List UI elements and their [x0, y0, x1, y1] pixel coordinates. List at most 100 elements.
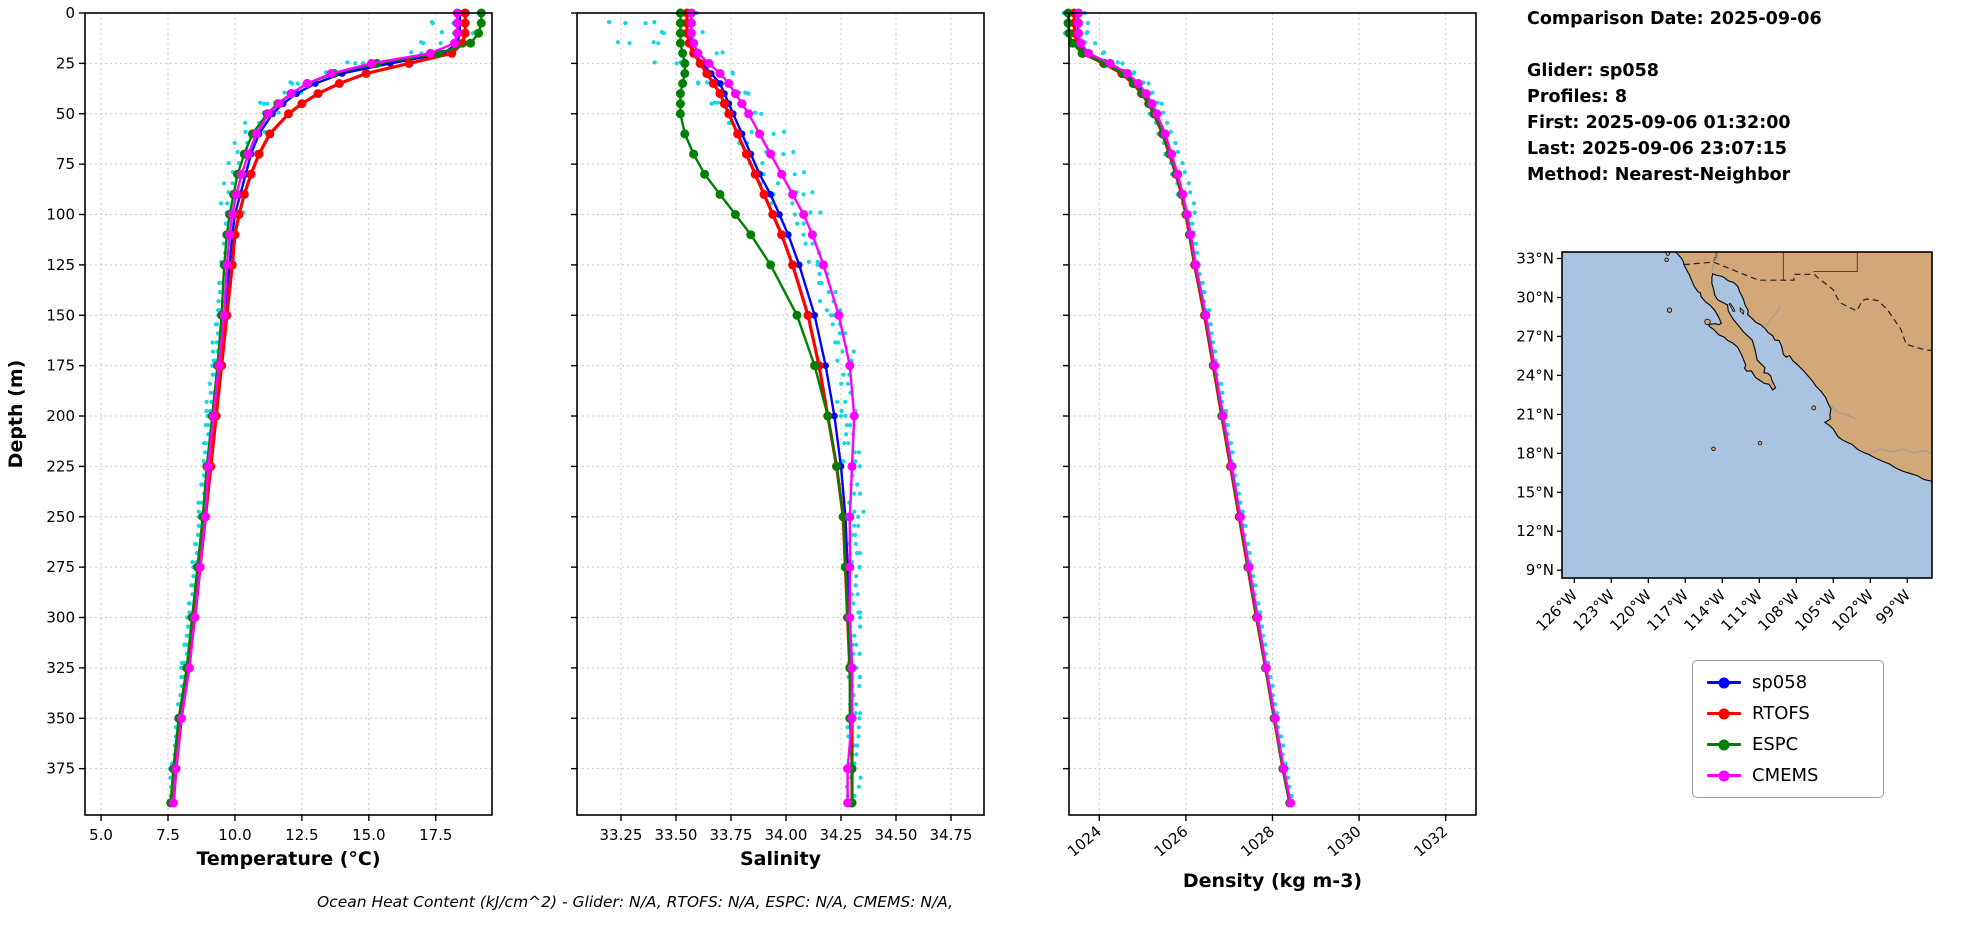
legend-label: ESPC — [1752, 734, 1799, 755]
map-lat-tick: 30°N — [1516, 289, 1554, 307]
temperature-plot: 5.0 7.5 10.0 12.5 15.0 17.5 0 25 50 75 100 125 150 17… — [46, 4, 493, 870]
map-lat-tick: 33°N — [1516, 250, 1554, 268]
svg-text:12.5: 12.5 — [285, 826, 318, 844]
legend-item: sp058 — [1707, 672, 1869, 693]
state-border — [1713, 252, 1717, 263]
series-CMEMS — [1074, 8, 1296, 808]
svg-text:1032: 1032 — [1410, 822, 1451, 860]
svg-text:225: 225 — [46, 457, 75, 475]
river — [1829, 405, 1856, 420]
svg-text:10.0: 10.0 — [218, 826, 251, 844]
series-sp058 — [1074, 9, 1294, 807]
last-profile-time: Last: 2025-09-06 23:07:15 — [1527, 139, 1787, 159]
series-ESPC — [1063, 8, 1295, 808]
svg-text:33.25: 33.25 — [600, 826, 643, 844]
svg-text:1030: 1030 — [1324, 822, 1365, 860]
map-lat-tick: 18°N — [1516, 444, 1554, 462]
depth-axis-label: Depth (m) — [5, 360, 27, 469]
legend-label: sp058 — [1752, 672, 1808, 693]
island — [1704, 318, 1711, 326]
series-sp058 — [688, 9, 856, 807]
info-block: Comparison Date: 2025-09-06 Glider: sp05… — [1527, 6, 1822, 188]
legend-marker-icon — [1707, 739, 1741, 750]
comparison-date: Comparison Date: 2025-09-06 — [1527, 9, 1822, 29]
river — [1868, 448, 1932, 455]
legend-label: RTOFS — [1752, 703, 1810, 724]
svg-text:1026: 1026 — [1151, 822, 1192, 860]
legend-item: ESPC — [1707, 734, 1869, 755]
svg-text:33.75: 33.75 — [710, 826, 753, 844]
island — [1739, 306, 1745, 315]
svg-text:34.25: 34.25 — [820, 826, 863, 844]
us-mexico-border — [1683, 261, 1932, 352]
svg-text:1024: 1024 — [1064, 822, 1105, 860]
series-CMEMS — [686, 8, 859, 808]
info-spacer — [1527, 32, 1822, 58]
svg-text:200: 200 — [46, 407, 75, 425]
legend-item: CMEMS — [1707, 765, 1869, 786]
land-polygon — [1674, 252, 1932, 482]
series-RTOFS — [682, 8, 857, 808]
series-RTOFS — [1069, 8, 1295, 808]
svg-text:50: 50 — [56, 105, 75, 123]
island — [1664, 257, 1669, 262]
svg-text:375: 375 — [46, 760, 75, 778]
map-lat-tick: 9°N — [1526, 561, 1554, 579]
legend-item: RTOFS — [1707, 703, 1869, 724]
temperature-axis-label: Temperature (°C) — [196, 848, 380, 870]
svg-text:175: 175 — [46, 357, 75, 375]
ohc-caption: Ocean Heat Content (kJ/cm^2) - Glider: N… — [316, 893, 954, 911]
svg-text:150: 150 — [46, 306, 75, 324]
svg-text:34.50: 34.50 — [875, 826, 918, 844]
map-lat-tick: 15°N — [1516, 483, 1554, 501]
salinity-plot: 33.25 33.50 33.75 34.00 34.25 34.50 34.75 Salin… — [571, 8, 985, 870]
svg-text:0: 0 — [65, 4, 75, 22]
legend-marker-icon — [1707, 770, 1741, 781]
salinity-axis-label: Salinity — [740, 848, 822, 870]
svg-text:25: 25 — [56, 54, 75, 72]
svg-text:5.0: 5.0 — [89, 826, 113, 844]
river — [1711, 252, 1719, 274]
profiles-count: Profiles: 8 — [1527, 87, 1628, 107]
svg-text:1028: 1028 — [1237, 822, 1278, 860]
svg-text:300: 300 — [46, 609, 75, 627]
svg-text:75: 75 — [56, 155, 75, 173]
svg-text:15.0: 15.0 — [352, 826, 385, 844]
svg-text:34.00: 34.00 — [765, 826, 808, 844]
glider-name: Glider: sp058 — [1527, 61, 1659, 81]
location-map: 33°N30°N27°N24°N21°N18°N15°N12°N9°N126°W… — [1516, 250, 1933, 635]
series-ESPC — [675, 8, 857, 808]
svg-text:325: 325 — [46, 659, 75, 677]
state-border — [1813, 252, 1858, 272]
svg-text:33.50: 33.50 — [655, 826, 698, 844]
method: Method: Nearest-Neighbor — [1527, 165, 1791, 185]
svg-text:34.75: 34.75 — [930, 826, 973, 844]
legend-label: CMEMS — [1752, 765, 1819, 786]
svg-text:250: 250 — [46, 508, 75, 526]
island — [1666, 307, 1673, 313]
river — [1764, 306, 1781, 329]
svg-text:125: 125 — [46, 256, 75, 274]
island — [1811, 405, 1817, 411]
density-axis-label: Density (kg m-3) — [1183, 870, 1362, 892]
legend-marker-icon — [1707, 677, 1741, 688]
first-profile-time: First: 2025-09-06 01:32:00 — [1527, 113, 1791, 133]
map-lon-tick: 99°W — [1872, 586, 1914, 628]
legend: sp058 RTOFS ESPC CMEMS — [1692, 660, 1884, 798]
svg-text:350: 350 — [46, 709, 75, 727]
svg-text:7.5: 7.5 — [156, 826, 180, 844]
map-lat-tick: 24°N — [1516, 366, 1554, 384]
series-CMEMS — [168, 8, 462, 808]
series-glider-raw — [1061, 10, 1294, 799]
map-lat-tick: 12°N — [1516, 522, 1554, 540]
island — [1757, 441, 1763, 446]
map-lon-tick: 102°W — [1828, 586, 1877, 635]
island — [1711, 446, 1716, 451]
svg-text:100: 100 — [46, 206, 75, 224]
island — [1665, 252, 1670, 256]
svg-text:17.5: 17.5 — [419, 826, 452, 844]
svg-text:275: 275 — [46, 558, 75, 576]
map-lat-tick: 21°N — [1516, 405, 1554, 423]
